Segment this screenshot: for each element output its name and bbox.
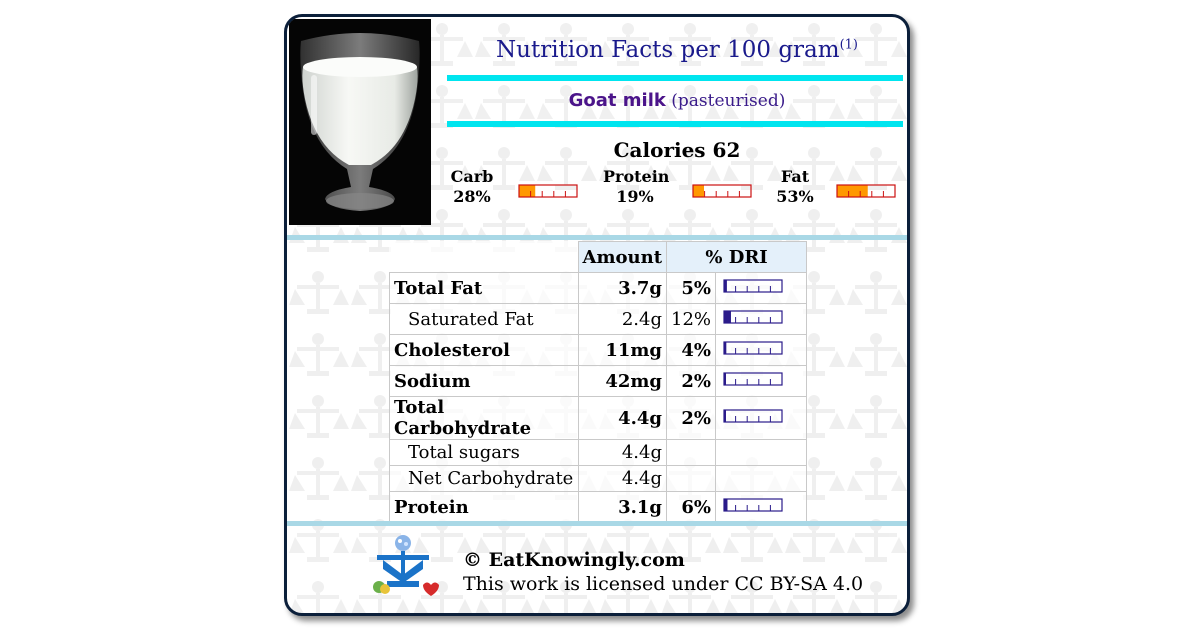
calories-value: 62 xyxy=(712,138,741,162)
bar-outline xyxy=(723,309,783,324)
table-row: Net Carbohydrate 4.4g xyxy=(389,465,808,492)
row-dri: 4% xyxy=(666,334,717,366)
row-dri xyxy=(666,465,717,492)
row-dri-bar-cell xyxy=(715,365,808,397)
row-label: Saturated Fat xyxy=(389,303,579,335)
dri-bar xyxy=(723,278,783,293)
macro-fat-label: Fat xyxy=(780,167,810,186)
bar-fill xyxy=(724,372,727,385)
row-dri xyxy=(666,439,717,466)
row-dri: 5% xyxy=(666,272,717,304)
row-amount: 3.7g xyxy=(577,272,668,304)
table-header-blank xyxy=(389,241,579,273)
row-label: Protein xyxy=(389,491,579,523)
separator-top xyxy=(287,235,907,240)
nutrition-card: Nutrition Facts per 100 gram(1) Goat mil… xyxy=(284,14,910,616)
row-dri-bar-cell xyxy=(715,272,808,304)
macro-fat-bar xyxy=(836,184,896,198)
row-label: Total Fat xyxy=(389,272,579,304)
food-variant: (pasteurised) xyxy=(671,91,786,111)
cyan-divider-top xyxy=(447,75,903,81)
macro-carb-bar xyxy=(518,184,578,198)
bar-fill xyxy=(724,310,731,323)
bar-fill xyxy=(519,185,536,197)
row-dri-bar-cell xyxy=(715,396,808,440)
dri-bar xyxy=(723,371,783,386)
bar-fill xyxy=(693,185,705,197)
bar-outline xyxy=(692,184,752,198)
dri-bar xyxy=(723,309,783,324)
row-amount: 11mg xyxy=(577,334,668,366)
macro-carb: Carb 28% xyxy=(447,167,497,207)
dri-bar xyxy=(723,497,783,512)
row-amount: 4.4g xyxy=(577,465,668,492)
bar-outline xyxy=(723,371,783,386)
row-label: Total sugars xyxy=(389,439,579,466)
calories-label: Calories xyxy=(613,138,706,162)
calories-line: Calories 62 xyxy=(447,138,907,162)
macro-protein-bar xyxy=(692,184,752,198)
row-label: Total Carbohydrate xyxy=(389,396,579,440)
row-dri: 2% xyxy=(666,396,717,440)
row-dri-bar-cell xyxy=(715,491,808,523)
bar-outline xyxy=(723,408,783,423)
table-row: Cholesterol 11mg 4% xyxy=(389,334,808,366)
table-row: Sodium 42mg 2% xyxy=(389,365,808,397)
macro-protein-pct: 19% xyxy=(616,187,654,206)
macro-carb-label: Carb xyxy=(450,167,494,186)
table-row: Protein 3.1g 6% xyxy=(389,491,808,523)
bar-outline xyxy=(836,184,896,198)
bar-outline xyxy=(723,278,783,293)
row-amount: 2.4g xyxy=(577,303,668,335)
row-dri-bar-cell xyxy=(715,334,808,366)
table-row: Total Fat 3.7g 5% xyxy=(389,272,808,304)
food-name: Goat milk xyxy=(568,90,666,111)
bar-outline xyxy=(723,340,783,355)
row-dri-bar-cell xyxy=(715,465,808,492)
macro-protein: Protein 19% xyxy=(603,167,670,207)
row-dri-bar-cell xyxy=(715,439,808,466)
dri-bar xyxy=(723,340,783,355)
row-dri-bar-cell xyxy=(715,303,808,335)
row-dri: 12% xyxy=(666,303,717,335)
row-amount: 3.1g xyxy=(577,491,668,523)
footer-copyright[interactable]: © EatKnowingly.com xyxy=(463,549,685,571)
bar-outline xyxy=(518,184,578,198)
dri-bar xyxy=(723,408,783,423)
bar-outline xyxy=(723,497,783,512)
page-title: Nutrition Facts per 100 gram(1) xyxy=(496,37,858,63)
food-heading: Goat milk (pasteurised) xyxy=(447,90,907,111)
row-amount: 4.4g xyxy=(577,396,668,440)
goat-milk-glass-image xyxy=(289,19,431,225)
row-dri: 6% xyxy=(666,491,717,523)
bar-fill xyxy=(724,409,727,422)
table-header-row: Amount % DRI xyxy=(389,241,808,273)
macro-protein-label: Protein xyxy=(603,167,670,186)
macro-fat-pct: 53% xyxy=(776,187,814,206)
bar-fill xyxy=(724,279,727,292)
amount-header: Amount xyxy=(577,241,668,273)
title-footnote-marker[interactable]: (1) xyxy=(839,37,858,53)
bar-fill xyxy=(724,341,727,354)
row-amount: 42mg xyxy=(577,365,668,397)
bar-fill xyxy=(837,185,868,197)
table-row: Saturated Fat 2.4g 12% xyxy=(389,303,808,335)
dri-header: % DRI xyxy=(666,241,808,273)
separator-bottom xyxy=(287,521,907,526)
row-label: Net Carbohydrate xyxy=(389,465,579,492)
macro-carb-pct: 28% xyxy=(453,187,491,206)
bar-fill xyxy=(724,498,728,511)
table-row: Total sugars 4.4g xyxy=(389,439,808,466)
footer-license[interactable]: This work is licensed under CC BY-SA 4.0 xyxy=(463,573,864,595)
nutrition-table: Amount % DRI Total Fat 3.7g 5% Saturated… xyxy=(389,241,808,523)
macro-fat: Fat 53% xyxy=(773,167,817,207)
row-dri: 2% xyxy=(666,365,717,397)
row-amount: 4.4g xyxy=(577,439,668,466)
cyan-divider-bottom xyxy=(447,121,903,127)
table-row: Total Carbohydrate 4.4g 2% xyxy=(389,396,808,440)
row-label: Sodium xyxy=(389,365,579,397)
row-label: Cholesterol xyxy=(389,334,579,366)
eatknowingly-logo-icon xyxy=(373,535,439,596)
